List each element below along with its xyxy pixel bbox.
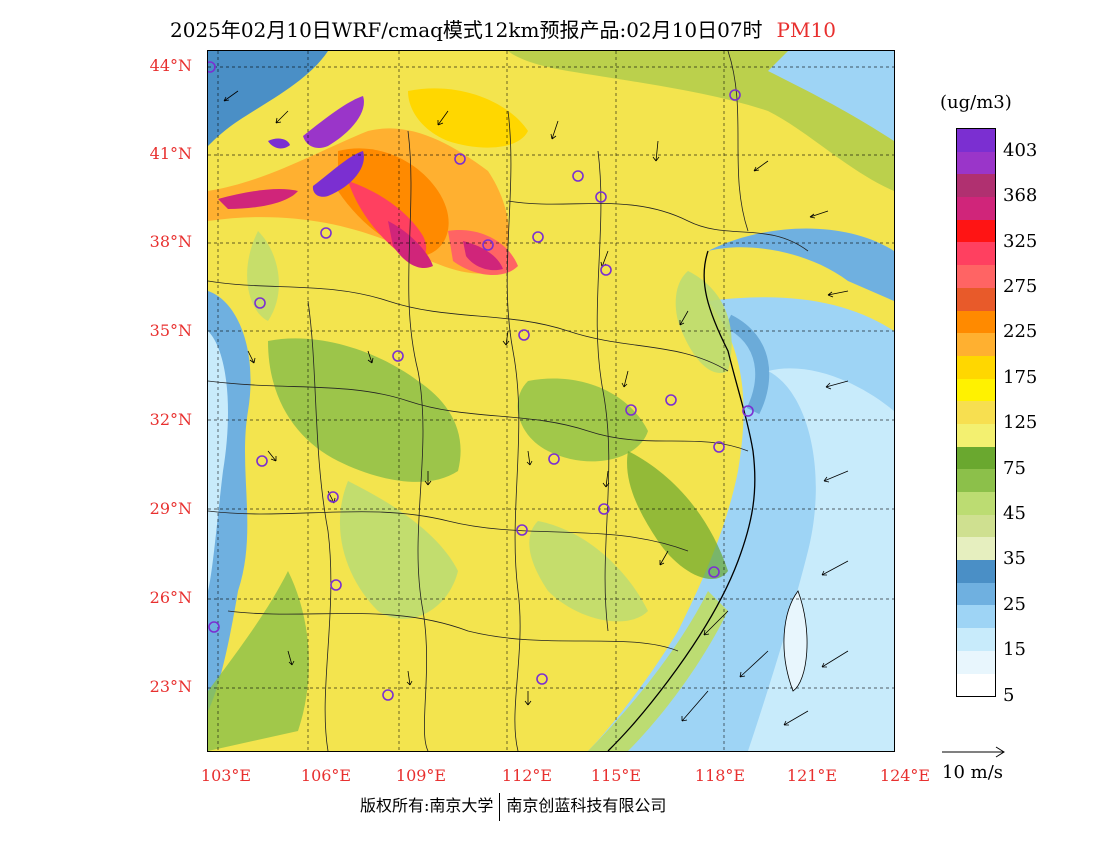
colorbar-segment	[957, 265, 995, 288]
colorbar-segment	[957, 310, 995, 334]
colorbar-segment	[957, 242, 995, 266]
colorbar-segment	[957, 673, 995, 697]
colorbar-label: 325	[1003, 230, 1038, 252]
lon-label: 121°E	[786, 766, 838, 785]
lat-label: 35°N	[149, 321, 192, 340]
colorbar-segment	[957, 628, 995, 651]
copyright-footer: 版权所有:南京大学 南京创蓝科技有限公司	[360, 792, 666, 821]
colorbar-segment	[957, 605, 995, 629]
colorbar-segment	[957, 287, 995, 311]
colorbar-segment	[957, 423, 995, 447]
colorbar-label: 175	[1003, 366, 1038, 388]
wind-reference-arrow-icon	[942, 746, 1005, 758]
colorbar-label: 403	[1003, 139, 1038, 161]
colorbar-label: 5	[1003, 684, 1015, 706]
footer-divider	[499, 792, 501, 821]
colorbar	[956, 128, 996, 698]
lat-label: 29°N	[149, 499, 192, 518]
lat-label: 38°N	[149, 232, 192, 251]
colorbar-segment	[957, 219, 995, 243]
colorbar-label: 75	[1003, 457, 1026, 479]
colorbar-segment	[957, 446, 995, 470]
colorbar-label: 35	[1003, 548, 1026, 570]
lat-label: 32°N	[149, 410, 192, 429]
lon-label: 112°E	[501, 766, 553, 785]
colorbar-label: 45	[1003, 502, 1026, 524]
colorbar-segment	[957, 333, 995, 356]
colorbar-segment	[957, 514, 995, 538]
colorbar-segment	[957, 492, 995, 515]
colorbar-segment	[957, 151, 995, 175]
colorbar-label: 125	[1003, 412, 1038, 434]
colorbar-segment	[957, 378, 995, 402]
title-text: 2025年02月10日WRF/cmaq模式12km预报产品:02月10日07时	[170, 18, 763, 42]
lat-label: 23°N	[149, 677, 192, 696]
variable-name: PM10	[776, 18, 836, 42]
lon-label: 109°E	[395, 766, 447, 785]
lat-label: 26°N	[149, 588, 192, 607]
wind-reference-label: 10 m/s	[942, 762, 1003, 783]
lon-label: 103°E	[200, 766, 252, 785]
colorbar-segment	[957, 401, 995, 424]
colorbar-segment	[957, 197, 995, 220]
colorbar-segment	[957, 650, 995, 674]
map-title: 2025年02月10日WRF/cmaq模式12km预报产品:02月10日07时 P…	[170, 14, 836, 43]
colorbar-label: 275	[1003, 275, 1038, 297]
colorbar-label: 368	[1003, 185, 1038, 207]
copyright-left: 版权所有:南京大学	[360, 796, 494, 815]
lat-label: 41°N	[149, 144, 192, 163]
lon-label: 124°E	[879, 766, 931, 785]
colorbar-segment	[957, 174, 995, 198]
colorbar-segment	[957, 469, 995, 492]
lon-label: 115°E	[590, 766, 642, 785]
lon-label: 106°E	[300, 766, 352, 785]
colorbar-label: 225	[1003, 321, 1038, 343]
copyright-right: 南京创蓝科技有限公司	[506, 796, 667, 815]
colorbar-label: 15	[1003, 639, 1026, 661]
lat-label: 44°N	[149, 56, 192, 75]
colorbar-unit: (ug/m3)	[940, 92, 1012, 113]
map-canvas	[208, 51, 894, 751]
colorbar-label: 25	[1003, 593, 1026, 615]
forecast-map	[207, 50, 895, 752]
colorbar-segment	[957, 129, 995, 152]
colorbar-segment	[957, 560, 995, 583]
colorbar-segment	[957, 537, 995, 561]
colorbar-segment	[957, 582, 995, 606]
lon-label: 118°E	[694, 766, 746, 785]
colorbar-segment	[957, 355, 995, 379]
